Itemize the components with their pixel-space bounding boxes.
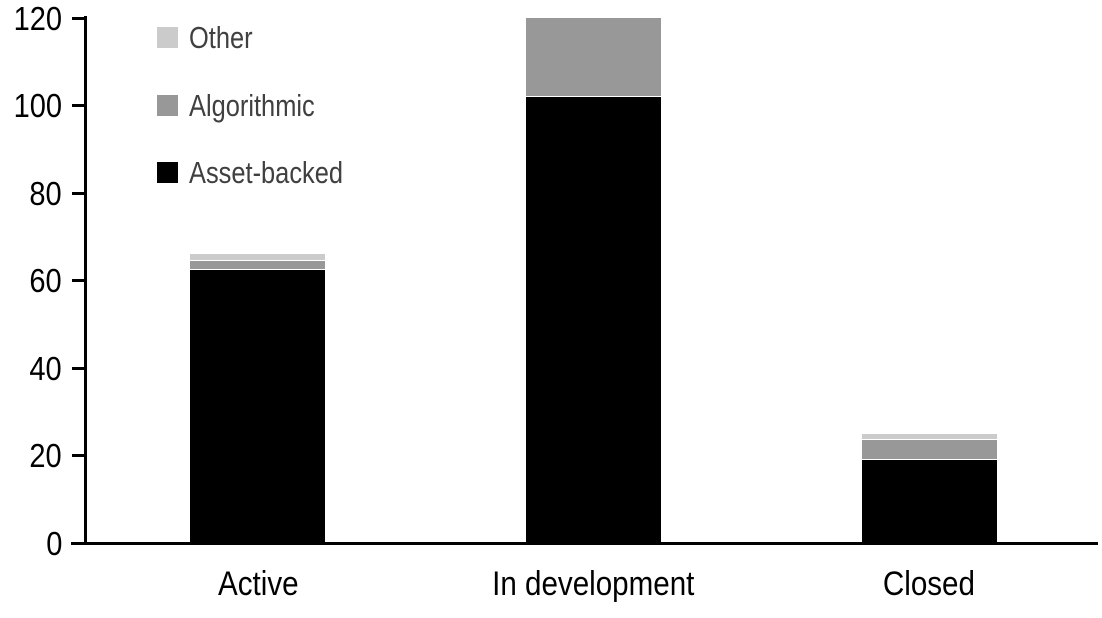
y-tick-120: [72, 16, 85, 20]
x-axis-line: [71, 542, 1098, 545]
x-category-label-closed: Closed: [883, 565, 976, 603]
legend-item-other: Other: [157, 22, 267, 53]
x-category-label-active: Active: [217, 565, 299, 603]
legend-item-asset-backed: Asset-backed: [157, 157, 377, 188]
y-tick-20: [72, 454, 85, 457]
y-tick-40: [72, 366, 85, 370]
bar-segment-in-development-algorithmic: [526, 18, 661, 97]
bar-segment-active-other: [190, 254, 326, 261]
bar-segment-closed-algorithmic: [861, 440, 997, 460]
y-tick-60: [72, 279, 85, 282]
y-tick-0: [72, 541, 85, 545]
bar-segment-closed-asset-backed: [861, 459, 997, 543]
y-tick-label-60: 60: [29, 262, 62, 299]
legend-item-algorithmic: Algorithmic: [157, 90, 342, 121]
bar-segment-active-asset-backed: [190, 269, 326, 543]
bar-segment-active-algorithmic: [190, 260, 326, 270]
y-tick-100: [72, 104, 85, 107]
y-tick-label-80: 80: [29, 174, 62, 212]
y-tick-label-100: 100: [13, 87, 62, 124]
bar-segment-in-development-asset-backed: [526, 96, 661, 543]
legend-label-other: Other: [189, 20, 253, 55]
legend-label-algorithmic: Algorithmic: [189, 87, 315, 123]
bar-segment-closed-other: [861, 433, 997, 441]
legend-swatch-asset-backed: [157, 162, 178, 183]
y-axis-line: [84, 16, 87, 545]
x-category-label-in-development: In development: [492, 565, 695, 603]
y-tick-label-20: 20: [29, 437, 62, 474]
y-tick-label-120: 120: [13, 0, 62, 37]
legend-swatch-other: [157, 27, 178, 48]
y-tick-label-0: 0: [45, 524, 62, 562]
legend-label-asset-backed: Asset-backed: [189, 155, 344, 190]
y-tick-label-40: 40: [29, 349, 62, 387]
legend-swatch-algorithmic: [157, 94, 178, 116]
y-tick-80: [72, 191, 85, 195]
